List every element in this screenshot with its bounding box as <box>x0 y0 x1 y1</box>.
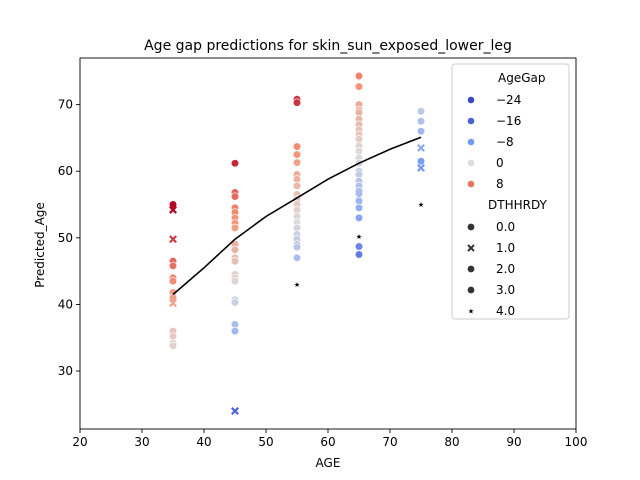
data-point <box>230 192 240 201</box>
legend-marker <box>467 286 475 294</box>
x-tick-label: 20 <box>72 435 87 449</box>
x-axis-label: AGE <box>316 456 341 470</box>
legend-label: 4.0 <box>496 304 515 318</box>
data-point <box>416 117 426 126</box>
data-point <box>230 223 240 232</box>
data-point <box>292 181 302 190</box>
x-tick-label: 30 <box>134 435 149 449</box>
legend-swatch <box>467 117 475 125</box>
data-point <box>354 203 364 212</box>
data-point <box>230 159 240 168</box>
data-point <box>292 98 302 107</box>
legend-label: −16 <box>496 114 521 128</box>
y-tick-label: 30 <box>58 364 73 378</box>
legend-marker <box>467 265 475 273</box>
data-point <box>169 235 177 244</box>
legend-label: −8 <box>496 135 514 149</box>
data-point <box>416 107 426 116</box>
data-point <box>230 257 240 266</box>
data-point <box>230 277 240 286</box>
data-point: ★ <box>418 201 424 209</box>
data-point: ★ <box>356 233 362 241</box>
legend-label: 0.0 <box>496 220 515 234</box>
data-point <box>417 143 425 152</box>
legend-style-title: DTHHRDY <box>488 198 548 212</box>
x-tick-label: 60 <box>320 435 335 449</box>
legend-label: −24 <box>496 93 521 107</box>
legend-label: 1.0 <box>496 241 515 255</box>
data-point <box>416 127 426 136</box>
legend-swatch <box>467 159 475 167</box>
data-point <box>292 150 302 159</box>
legend-hue-title: AgeGap <box>498 71 545 85</box>
data-point <box>230 245 240 254</box>
legend-swatch <box>467 96 475 104</box>
chart-title: Age gap predictions for skin_sun_exposed… <box>144 38 512 54</box>
x-tick-label: 100 <box>565 435 588 449</box>
plot-area: ★ ★ ★ <box>168 71 426 415</box>
trend-line <box>172 136 422 296</box>
data-point <box>230 326 240 336</box>
legend-swatch <box>467 138 475 146</box>
legend-marker <box>467 223 475 231</box>
legend-label: 2.0 <box>496 262 515 276</box>
data-point <box>231 407 239 415</box>
data-point <box>168 261 178 270</box>
data-point <box>416 157 426 166</box>
y-tick-label: 50 <box>58 231 73 245</box>
data-point <box>169 299 177 308</box>
y-tick-label: 40 <box>58 297 73 311</box>
data-point <box>292 243 302 252</box>
data-point <box>168 277 178 286</box>
data-point <box>230 298 240 307</box>
legend-box <box>451 63 570 320</box>
data-point <box>292 253 302 262</box>
y-axis-label: Predicted_Age <box>33 202 47 288</box>
x-tick-label: 80 <box>444 435 459 449</box>
data-point <box>354 242 364 251</box>
data-point <box>354 213 364 222</box>
legend: AgeGap −24 −16 −8 0 8 DTHHRDY 0.0 1.0 2.0 3.0 ★ 4.0 <box>451 63 570 320</box>
data-point <box>292 142 302 151</box>
y-tick-label: 70 <box>58 98 73 112</box>
data-point <box>417 163 425 172</box>
data-point <box>292 158 302 167</box>
x-tick-label: 70 <box>382 435 397 449</box>
data-point <box>354 82 364 91</box>
data-point <box>354 250 364 259</box>
data-point <box>354 71 364 81</box>
legend-marker <box>467 244 475 252</box>
data-point: ★ <box>294 281 300 289</box>
data-point <box>169 205 177 214</box>
legend-label: 3.0 <box>496 283 515 297</box>
x-tick-label: 50 <box>258 435 273 449</box>
legend-marker: ★ <box>468 308 474 316</box>
legend-swatch <box>467 180 475 188</box>
legend-label: 8 <box>496 177 504 191</box>
y-tick-label: 60 <box>58 164 73 178</box>
legend-label: 0 <box>496 156 504 170</box>
data-point <box>168 341 178 350</box>
x-tick-label: 90 <box>506 435 521 449</box>
x-tick-label: 40 <box>196 435 211 449</box>
